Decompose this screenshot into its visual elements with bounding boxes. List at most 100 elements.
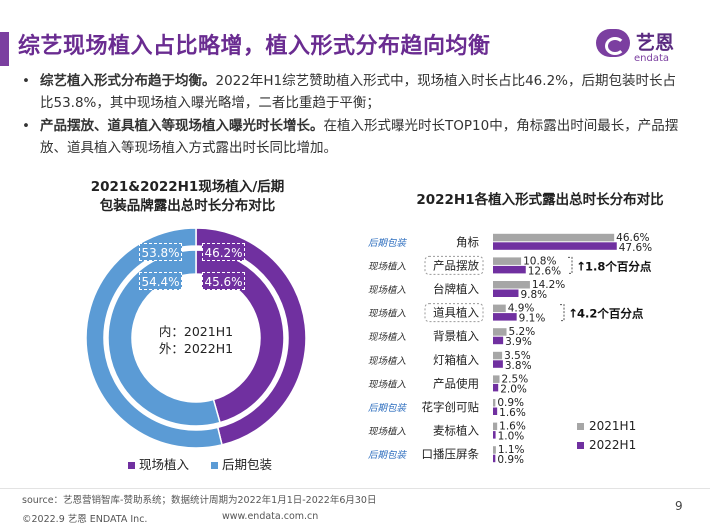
bar-legend-label: 2021H1	[589, 419, 636, 433]
bar-2021h1	[493, 446, 496, 454]
bar-category-label: 台牌植入	[433, 282, 479, 296]
annotation-up-arrow-icon: ↑	[568, 307, 578, 321]
annotation-up-arrow-icon: ↑	[576, 259, 586, 273]
summary-bullets: 综艺植入形式分布趋于均衡。2022年H1综艺赞助植入形式中，现场植入时长占比46…	[22, 70, 682, 160]
bullet-text: 在植入形式曝光时长TOP10中，角标露出时间最长，产品摆放、道具植入等现场植入方…	[40, 118, 679, 156]
bar-legend-swatch	[577, 442, 584, 449]
title-accent-bar	[0, 32, 9, 66]
bar-2021h1	[493, 375, 500, 383]
annotation-text: 1.8个百分点	[585, 259, 652, 273]
bar-value-label-2022h1: 12.6%	[528, 265, 561, 277]
bar-category-label: 产品使用	[433, 376, 479, 390]
bar-legend-label: 2022H1	[589, 438, 636, 452]
bar-value-label-2022h1: 9.8%	[520, 289, 547, 301]
bar-2022h1	[493, 431, 496, 439]
bar-2021h1	[493, 328, 507, 336]
annotation-text: 4.2个百分点	[577, 307, 644, 321]
bar-value-label-2022h1: 3.8%	[505, 360, 532, 372]
legend-swatch-live	[128, 462, 135, 469]
endata-logo: 艺恩 endata	[596, 26, 692, 66]
donut-slice-2022H1-post	[86, 228, 223, 448]
bar-2022h1	[493, 454, 496, 463]
bar-2022h1	[493, 265, 526, 274]
bar-value-label-2022h1: 3.9%	[505, 336, 532, 348]
bar-2022h1	[493, 336, 504, 345]
donut-center-line: 内：2021H1	[158, 324, 234, 339]
bar-category-type: 现场植入	[368, 355, 407, 367]
bar-category-label: 灯箱植入	[433, 353, 479, 367]
bar-value-label-2021h1: 1.1%	[498, 444, 525, 456]
bar-value-label-2021h1: 2.5%	[502, 373, 529, 385]
bar-category-label: 产品摆放	[433, 258, 479, 272]
bar-value-label-2021h1: 14.2%	[532, 279, 565, 291]
bar-category-type: 现场植入	[368, 331, 407, 343]
bar-category-type: 现场植入	[368, 284, 407, 296]
bar-2022h1	[493, 313, 517, 321]
bar-category-type: 后期包装	[368, 449, 408, 461]
bar-category-highlight-box	[424, 255, 484, 275]
bar-value-label-2022h1: 9.1%	[519, 313, 546, 325]
legend-swatch-post	[210, 462, 218, 469]
bar-value-label-2021h1: 1.6%	[499, 421, 526, 433]
donut-chart-title: 2021&2022H1现场植入/后期 包装品牌露出总时长分布对比	[70, 178, 305, 216]
donut-title-line: 包装品牌露出总时长分布对比	[99, 198, 276, 214]
annotation-bracket	[568, 256, 573, 274]
donut-label-outer-post: 53.8%	[139, 243, 182, 261]
bar-value-label-2021h1: 4.9%	[508, 303, 535, 315]
bar-2022h1	[493, 407, 498, 415]
donut-label-inner-post: 54.4%	[139, 272, 182, 290]
bar-category-label: 背景植入	[433, 329, 479, 343]
bar-value-label-2021h1: 10.8%	[523, 255, 556, 267]
bar-2022h1	[493, 383, 499, 392]
bar-value-label-2021h1: 46.6%	[616, 232, 649, 244]
bar-2021h1	[493, 281, 530, 289]
bullet-text: 2022年H1综艺赞助植入形式中，现场植入时长占比46.2%，后期包装时长占比5…	[40, 73, 676, 111]
bar-category-label: 角标	[456, 235, 479, 249]
donut-label-outer-live: 46.2%	[202, 243, 245, 261]
bar-value-label-2022h1: 1.6%	[499, 407, 526, 419]
bar-2021h1	[493, 399, 496, 407]
bar-2021h1	[493, 351, 503, 360]
legend-label-post: 后期包装	[221, 457, 272, 472]
bar-category-type: 后期包装	[368, 237, 408, 249]
donut-chart	[86, 228, 306, 448]
bar-2022h1	[493, 242, 617, 250]
bar-legend-swatch	[577, 423, 584, 430]
donut-center-line: 外：2022H1	[158, 341, 234, 356]
footer-url: www.endata.com.cn	[222, 511, 319, 522]
bar-2021h1	[493, 422, 498, 431]
bar-value-label-2021h1: 0.9%	[497, 397, 524, 409]
page-title: 综艺现场植入占比略增，植入形式分布趋向均衡	[18, 34, 491, 59]
bar-value-label-2022h1: 1.0%	[498, 431, 525, 443]
donut-label-inner-live: 45.6%	[202, 272, 245, 290]
bar-chart: 后期包装 角标 46.6%47.6%现场植入 产品摆放 10.8%12.6%现场植入 台牌…	[368, 232, 652, 466]
bar-category-label: 口播压屏条	[422, 447, 480, 461]
logo-chinese-text: 艺恩	[636, 32, 675, 54]
bullet-point: 产品摆放、道具植入等现场植入曝光时长增长。在植入形式曝光时长TOP10中，角标露…	[22, 115, 682, 159]
bar-2021h1	[493, 233, 615, 242]
bar-value-label-2021h1: 3.5%	[504, 350, 531, 362]
bar-category-type: 现场植入	[368, 308, 407, 320]
bar-value-label-2021h1: 5.2%	[509, 326, 536, 338]
bullet-point: 综艺植入形式分布趋于均衡。2022年H1综艺赞助植入形式中，现场植入时长占比46…	[22, 70, 682, 114]
donut-legend: 现场植入 后期包装	[128, 454, 272, 473]
bar-2021h1	[493, 304, 506, 313]
bar-category-type: 现场植入	[368, 260, 407, 272]
bar-category-type: 后期包装	[368, 402, 408, 414]
logo-english-text: endata	[634, 53, 670, 64]
bar-2021h1	[493, 257, 522, 265]
bar-chart-title: 2022H1各植入形式露出总时长分布对比	[416, 192, 664, 208]
legend-label-live: 现场植入	[139, 457, 190, 472]
footer-copyright: ©2022.9 艺恩 ENDATA Inc.	[22, 514, 148, 525]
page-number: 9	[675, 499, 683, 513]
bar-category-label: 道具植入	[433, 306, 479, 320]
bullet-bold: 综艺植入形式分布趋于均衡。	[40, 73, 216, 89]
bar-value-label-2022h1: 2.0%	[500, 383, 527, 395]
bar-value-label-2022h1: 0.9%	[497, 454, 524, 466]
bar-category-type: 现场植入	[368, 426, 407, 438]
bar-value-label-2022h1: 47.6%	[619, 242, 652, 254]
donut-title-line: 2021&2022H1现场植入/后期	[90, 179, 285, 195]
bar-category-highlight-box	[424, 303, 484, 323]
donut-slice-2021H1-live	[195, 249, 285, 424]
bar-2022h1	[493, 360, 503, 368]
